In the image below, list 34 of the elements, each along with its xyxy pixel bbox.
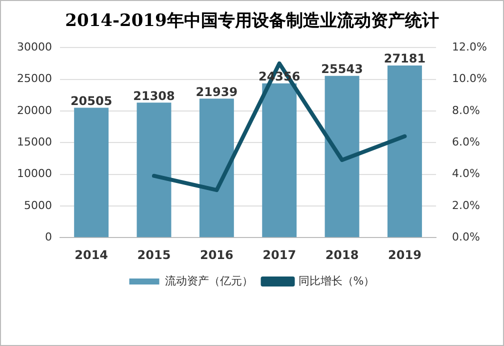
data-label: 20505	[70, 94, 112, 108]
data-label: 25543	[321, 62, 363, 76]
x-tick-label: 2017	[262, 248, 296, 262]
bar	[262, 83, 297, 238]
data-label: 21308	[133, 88, 175, 103]
bar	[199, 98, 234, 238]
y-tick-label: 0	[44, 230, 52, 244]
y2-tick-label: 2.0%	[452, 198, 480, 212]
y-tick-label: 10000	[16, 167, 52, 180]
data-label: 21939	[196, 84, 238, 99]
y2-tick-label: 0.0%	[452, 230, 480, 244]
bar	[74, 108, 109, 238]
y2-tick-label: 12.0%	[452, 40, 488, 54]
y2-tick-label: 4.0%	[452, 167, 480, 180]
x-tick-label: 2014	[74, 248, 108, 262]
x-tick-label: 2018	[325, 248, 359, 262]
y2-tick-label: 10.0%	[452, 72, 488, 86]
y-tick-label: 15000	[16, 135, 52, 148]
legend-label: 流动资产（亿元）	[164, 274, 253, 288]
x-tick-label: 2016	[200, 248, 234, 262]
y2-tick-label: 8.0%	[452, 104, 480, 117]
bar	[387, 65, 422, 238]
y-tick-label: 20000	[16, 104, 52, 117]
y-tick-label: 25000	[16, 72, 52, 86]
bar	[136, 102, 172, 238]
x-tick-label: 2019	[388, 248, 422, 262]
bar	[324, 76, 360, 238]
legend-label: 同比增长（%）	[298, 274, 375, 288]
y2-tick-label: 6.0%	[452, 135, 480, 148]
data-label: 27181	[384, 52, 426, 66]
y-tick-label: 5000	[24, 198, 52, 212]
x-tick-label: 2015	[137, 248, 171, 262]
y-tick-label: 30000	[16, 40, 52, 54]
chart-title: 2014-2019年中国专用设备制造业流动资产统计	[64, 10, 440, 33]
